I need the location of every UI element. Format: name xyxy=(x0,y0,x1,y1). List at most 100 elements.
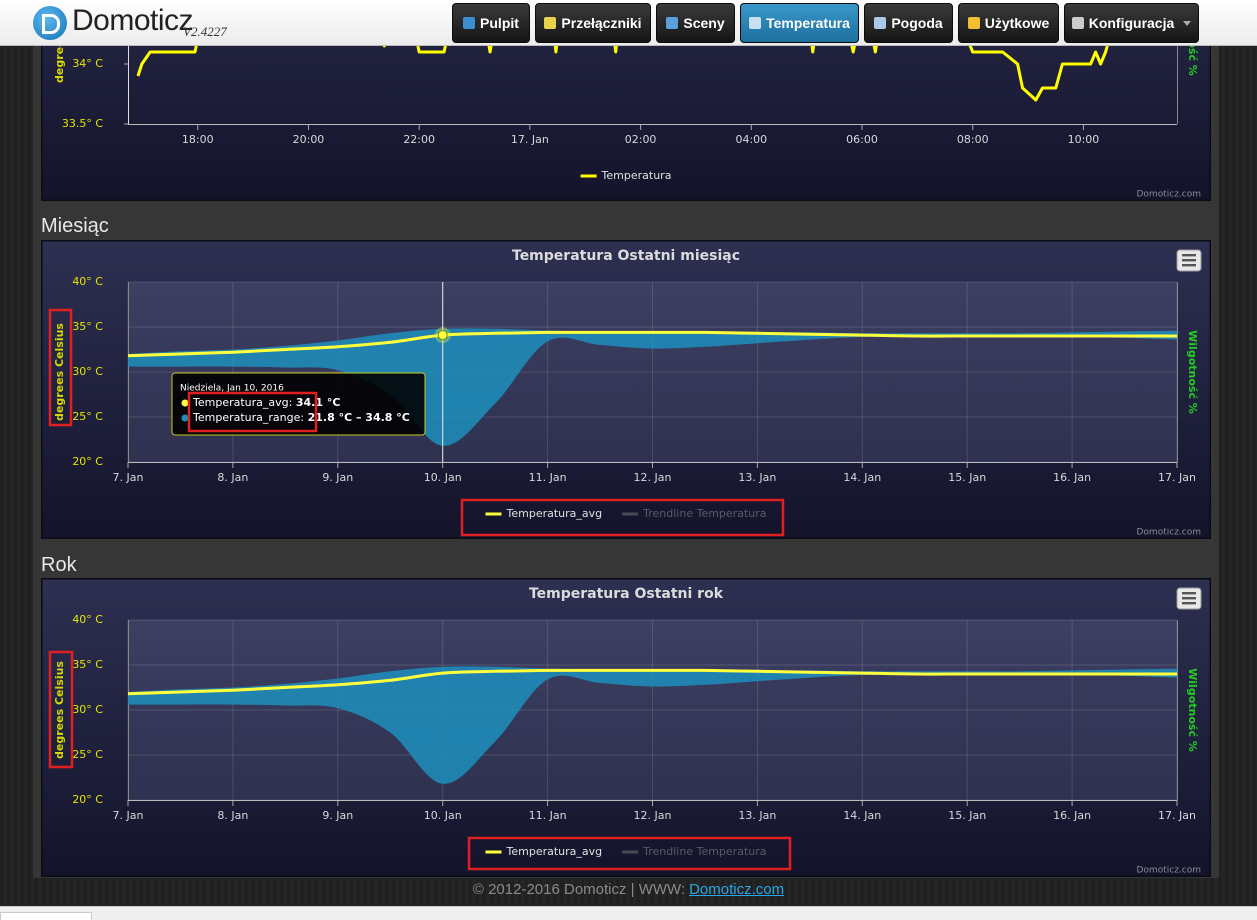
overlay xyxy=(48,650,792,871)
x-tick-label: 9. Jan xyxy=(322,809,353,822)
menu-icon-bar xyxy=(1182,597,1196,600)
legend-label: Temperatura xyxy=(601,169,672,182)
y-tick-label: 25° C xyxy=(72,748,103,761)
logo[interactable]: Domoticz xyxy=(72,4,194,37)
x-tick-label: 10. Jan xyxy=(424,809,462,822)
x-tick-label: 02:00 xyxy=(625,133,657,146)
y-axis-title: degrees Celsius xyxy=(53,323,66,421)
legend-item[interactable]: Trendline Temperatura xyxy=(622,845,767,858)
y-tick-label: 30° C xyxy=(72,365,103,378)
area-layer xyxy=(128,666,1177,784)
tooltip-row: Temperatura_range: 21.8 °C – 34.8 °C xyxy=(192,411,410,424)
plot-background xyxy=(128,620,1177,800)
y-tick-label: 35° C xyxy=(72,658,103,671)
tooltip-dot xyxy=(181,399,189,407)
legend: Temperatura_avg Trendline Temperatura xyxy=(485,507,767,520)
series-line xyxy=(127,668,1177,696)
nav-icon xyxy=(749,17,762,29)
chart-title: Temperatura Ostatni rok xyxy=(529,586,724,602)
y-tick-label: 25° C xyxy=(72,410,103,423)
tooltip-row: Temperatura_avg: 34.1 °C xyxy=(192,396,340,409)
highlight-box xyxy=(467,836,792,871)
nav-label: Konfiguracja xyxy=(1088,15,1175,31)
x-tick-label: 20:00 xyxy=(293,133,325,146)
navbar: Domoticz V2.4227 Pulpit Przełączniki Sceny… xyxy=(0,0,1257,46)
nav-button[interactable]: Konfiguracja xyxy=(1064,3,1199,43)
x-tick-label: 7. Jan xyxy=(113,809,144,822)
nav-label: Temperatura xyxy=(766,15,850,31)
highlight-box xyxy=(187,391,318,433)
caret xyxy=(1183,20,1192,26)
nav-label: Użytkowe xyxy=(984,15,1050,31)
range-area xyxy=(128,666,1177,784)
nav-button[interactable]: Użytkowe xyxy=(958,3,1059,43)
x-tick-label: 22:00 xyxy=(403,133,435,146)
nav-button[interactable]: Przełączniki xyxy=(535,3,651,43)
year-chart: Temperatura Ostatni rok 20° C 25° C 30° C 35… xyxy=(41,578,1211,877)
series-line xyxy=(127,330,1177,358)
legend-label: Temperatura_avg xyxy=(506,845,603,858)
credits: Domoticz.com xyxy=(1137,528,1202,538)
line-layer xyxy=(127,330,1177,358)
y2-axis-title: Wilgotność % xyxy=(1186,668,1199,752)
menu-icon-bar xyxy=(1182,264,1196,267)
nav-icon xyxy=(967,17,980,29)
nav-label: Przełączniki xyxy=(561,15,642,31)
nav-button[interactable]: Pulpit xyxy=(452,3,530,43)
x-tick-label: 17. Jan xyxy=(511,133,549,146)
legend-label: Trendline Temperatura xyxy=(642,507,766,520)
legend-item[interactable]: Temperatura_avg xyxy=(485,845,603,858)
legend-item[interactable]: Temperatura xyxy=(580,169,672,182)
y-tick-label: 20° C xyxy=(72,455,103,468)
overlay: Niedziela, Jan 10, 2016 Temperatura_avg:… xyxy=(48,282,785,537)
x-tick-label: 11. Jan xyxy=(529,471,567,484)
chart-title: Temperatura Ostatni miesiąc xyxy=(512,248,740,264)
menu: Pulpit Przełączniki Sceny Temperatura Pogoda… xyxy=(452,3,1199,43)
legend: Temperatura_avg Trendline Temperatura xyxy=(485,845,767,858)
legend-item[interactable]: Trendline Temperatura xyxy=(622,507,767,520)
legend-label: Trendline Temperatura xyxy=(642,845,766,858)
y-tick-label: 40° C xyxy=(72,613,103,626)
range-area xyxy=(128,328,1177,446)
x-tick-label: 13. Jan xyxy=(738,471,776,484)
tooltip-label: Temperatura_range: xyxy=(192,411,304,424)
legend-label: Temperatura_avg xyxy=(506,507,603,520)
x-tick-label: 16. Jan xyxy=(1053,809,1091,822)
x-tick-label: 11. Jan xyxy=(529,809,567,822)
credits: Domoticz.com xyxy=(1137,866,1202,876)
x-tick-label: 06:00 xyxy=(846,133,878,146)
x-tick-label: 13. Jan xyxy=(738,809,776,822)
tooltip-title: Niedziela, Jan 10, 2016 xyxy=(180,384,284,394)
credits: Domoticz.com xyxy=(1137,190,1202,200)
version: V2.4227 xyxy=(183,24,227,39)
footer-link[interactable]: Domoticz.com xyxy=(689,881,785,898)
highlight-box xyxy=(48,650,74,769)
x-tick-label: 18:00 xyxy=(182,133,214,146)
footer: © 2012-2016 Domoticz | WWW: Domoticz.com xyxy=(0,881,1257,898)
legend-item[interactable]: Temperatura_avg xyxy=(485,507,603,520)
x-tick-label: 16. Jan xyxy=(1053,471,1091,484)
nav-button[interactable]: Temperatura xyxy=(740,3,859,43)
y-axis-title: degrees Celsius xyxy=(53,661,66,759)
menu-icon-bar xyxy=(1182,259,1196,262)
nav-icon xyxy=(463,17,476,29)
x-tick-label: 14. Jan xyxy=(843,809,881,822)
section-title: Rok xyxy=(41,554,77,576)
menu-icon-bar xyxy=(1182,592,1196,595)
y-tick-label: 35° C xyxy=(72,320,103,333)
nav-button[interactable]: Pogoda xyxy=(864,3,953,43)
line-layer xyxy=(127,668,1177,696)
legend: Temperatura xyxy=(580,169,672,182)
menu-icon-bar xyxy=(1182,602,1196,605)
x-tick-label: 17. Jan xyxy=(1158,809,1196,822)
nav-button[interactable]: Sceny xyxy=(656,3,735,43)
section-title: Miesiąc xyxy=(41,215,109,237)
nav-icon xyxy=(1071,17,1084,29)
status-strip xyxy=(0,906,1257,920)
nav-icon xyxy=(874,17,887,29)
tooltip-value: 34.1 °C xyxy=(296,396,341,409)
y-tick-label: 33.5° C xyxy=(62,117,103,130)
tooltip-value: 21.8 °C – 34.8 °C xyxy=(308,411,410,424)
area-layer xyxy=(128,328,1177,446)
